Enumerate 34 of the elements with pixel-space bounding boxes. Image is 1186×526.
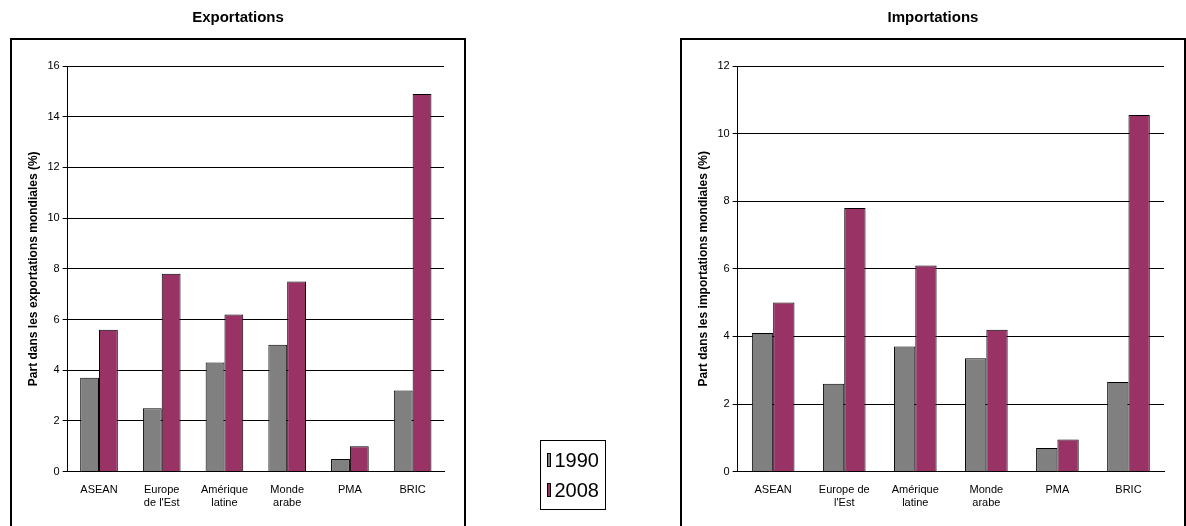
chart-title: Exportations bbox=[191, 7, 285, 27]
y-tick-label: 10 bbox=[47, 211, 60, 224]
x-tick-label: BRIC bbox=[1115, 483, 1142, 496]
y-tick-label: 4 bbox=[723, 329, 730, 342]
x-tick-label: Monde arabe bbox=[270, 483, 304, 509]
y-tick-label: 8 bbox=[723, 194, 730, 207]
y-tick-label: 12 bbox=[717, 59, 730, 72]
y-tick-label: 0 bbox=[723, 464, 730, 477]
x-tick-label: Europe de l'Est bbox=[818, 483, 870, 509]
y-tick-label: 12 bbox=[47, 160, 60, 173]
y-tick-label: 2 bbox=[723, 397, 730, 410]
x-tick-label: Europe de l'Est bbox=[143, 483, 180, 509]
y-tick-label: 8 bbox=[53, 261, 60, 274]
x-tick-label: BRIC bbox=[399, 483, 426, 496]
x-tick-label: PMA bbox=[1045, 483, 1070, 496]
x-tick-label: PMA bbox=[337, 483, 363, 496]
x-tick-label: ASEAN bbox=[754, 483, 792, 496]
x-tick-label: Monde arabe bbox=[969, 483, 1004, 509]
y-tick-label: 0 bbox=[53, 464, 60, 477]
legend-label: 2008 bbox=[554, 478, 599, 502]
x-tick-label: Amérique latine bbox=[200, 483, 248, 509]
y-tick-label: 14 bbox=[47, 109, 60, 122]
chart-title: Importations bbox=[886, 7, 980, 27]
y-tick-label: 2 bbox=[53, 413, 60, 426]
x-tick-label: Amérique latine bbox=[891, 483, 939, 509]
y-axis-title: Part dans les importations mondiales (%) bbox=[695, 151, 710, 387]
y-tick-label: 16 bbox=[47, 59, 60, 72]
legend-label: 1990 bbox=[554, 448, 599, 472]
x-tick-label: ASEAN bbox=[80, 483, 118, 496]
y-axis-title: Part dans les exportations mondiales (%) bbox=[25, 151, 40, 387]
y-tick-label: 10 bbox=[717, 126, 730, 139]
y-tick-label: 4 bbox=[53, 363, 60, 376]
y-tick-label: 6 bbox=[53, 312, 60, 325]
y-tick-label: 6 bbox=[723, 261, 730, 274]
